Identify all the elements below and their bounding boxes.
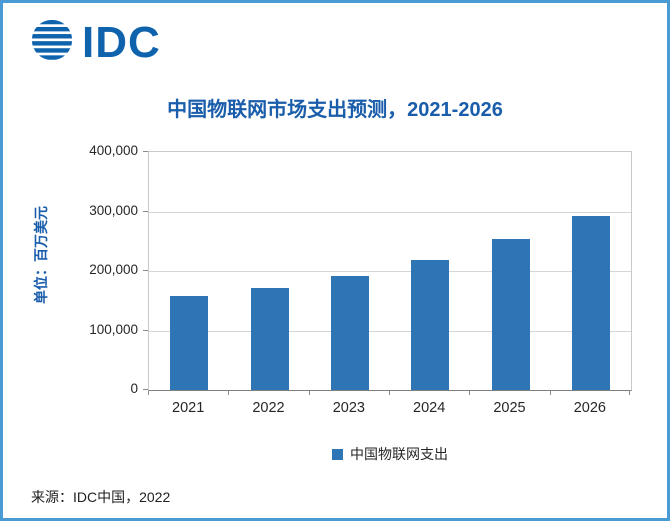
x-tick-mark: [308, 391, 310, 395]
x-tick-label: 2023: [332, 400, 365, 416]
x-tick-mark: [389, 391, 390, 395]
chart-legend: 中国物联网支出: [148, 444, 632, 464]
plot-area: [148, 151, 632, 391]
bar-2022: [250, 287, 289, 390]
y-axis-label: 单位：百万美元: [33, 206, 49, 304]
x-tick-mark: [228, 391, 230, 395]
bar-2023: [330, 275, 369, 390]
bar-2025: [491, 238, 530, 390]
y-tick-mark: [143, 329, 148, 331]
bar-2026: [571, 215, 610, 390]
x-axis-tick-labels: 2021 2022 2023 2024 2025 2026: [148, 400, 632, 420]
x-tick-mark: [148, 391, 149, 395]
chart-title: 中国物联网市场支出预测，2021-2026: [167, 99, 503, 121]
x-tick-mark: [549, 391, 551, 395]
source-note: 来源：IDC中国，2022: [31, 489, 171, 505]
gridline: [149, 330, 631, 332]
idc-logo: IDC: [29, 17, 161, 68]
x-tick-label: 2025: [493, 400, 526, 416]
x-tick-label: 2021: [172, 400, 205, 416]
y-tick-mark: [143, 151, 148, 152]
y-axis-tick-marks: [143, 151, 148, 391]
idc-globe-icon: [29, 17, 75, 68]
y-tick-label: 300,000: [89, 202, 138, 218]
x-tick-label: 2024: [413, 400, 446, 416]
y-tick-mark: [143, 210, 148, 212]
gridline: [149, 211, 631, 213]
bar-2024: [411, 260, 450, 390]
legend-swatch: [332, 448, 343, 460]
bar-2021: [170, 296, 209, 390]
y-tick-label: 0: [130, 381, 138, 396]
x-tick-mark: [629, 391, 630, 395]
y-tick-label: 200,000: [89, 262, 138, 277]
y-tick-mark: [143, 389, 148, 390]
gridline: [149, 271, 631, 272]
y-tick-label: 100,000: [89, 321, 138, 337]
legend-label: 中国物联网支出: [350, 446, 448, 462]
x-axis-tick-marks: [148, 391, 632, 396]
y-tick-mark: [143, 270, 148, 271]
y-tick-label: 400,000: [89, 143, 138, 158]
idc-logo-text: IDC: [82, 17, 161, 67]
y-axis-tick-labels: 0 100,000 200,000 300,000 400,000: [53, 143, 138, 396]
x-tick-label: 2022: [252, 400, 285, 416]
x-tick-mark: [469, 391, 471, 395]
x-tick-label: 2026: [573, 400, 606, 416]
